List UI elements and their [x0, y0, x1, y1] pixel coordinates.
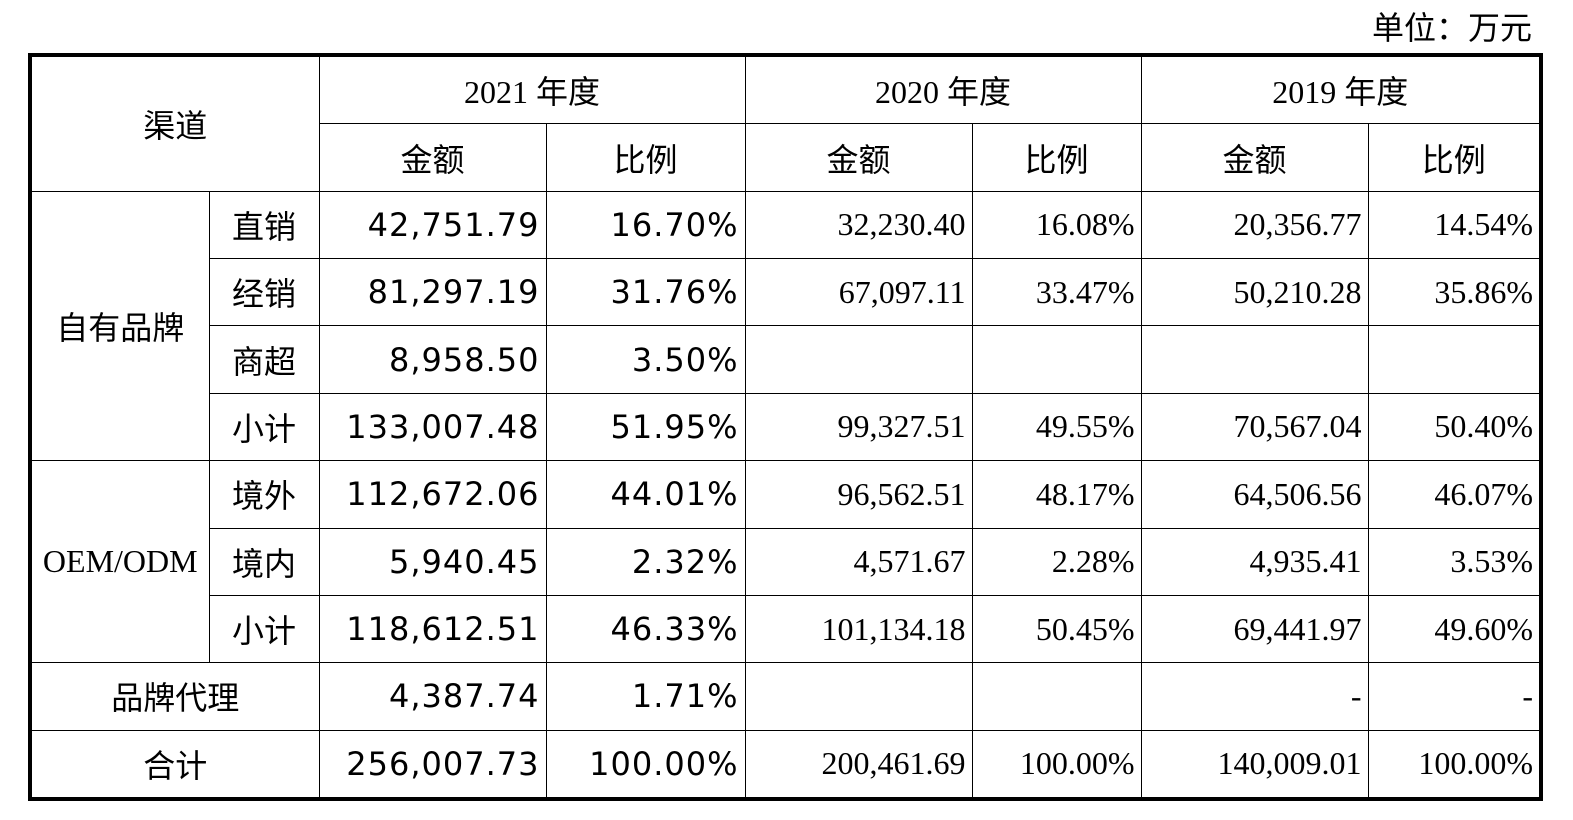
header-year-2019: 2019 年度	[1140, 54, 1542, 125]
cell-ratio-2021: 3.50%	[545, 325, 746, 394]
cell-amount-2019: 4,935.41	[1140, 527, 1369, 596]
cell-amount-2020	[744, 662, 973, 731]
cell-ratio-2021: 46.33%	[545, 594, 746, 664]
cell-ratio-2019: 50.40%	[1367, 392, 1542, 462]
cell-ratio-2020: 100.00%	[971, 729, 1142, 800]
cell-ratio-2019: 49.60%	[1367, 594, 1542, 664]
cell-amount-2020: 101,134.18	[744, 594, 973, 664]
cell-ratio-2019: 3.53%	[1367, 527, 1542, 596]
cell-amount-2021: 42,751.79	[318, 190, 547, 260]
row-sub-label: 小计	[208, 594, 320, 664]
cell-amount-2019: 20,356.77	[1140, 190, 1369, 260]
cell-amount-2021: 5,940.45	[318, 527, 547, 596]
cell-amount-2019: 70,567.04	[1140, 392, 1369, 462]
cell-ratio-2019	[1367, 325, 1542, 394]
cell-ratio-2019: 46.07%	[1367, 460, 1542, 529]
cell-amount-2020: 200,461.69	[744, 729, 973, 800]
table-row: 自有品牌 直销 42,751.79 16.70% 32,230.40 16.08…	[29, 190, 1542, 462]
row-sub-label: 经销	[208, 258, 320, 327]
cell-amount-2021: 256,007.73	[318, 729, 547, 800]
cell-ratio-2020: 50.45%	[971, 594, 1142, 664]
cell-ratio-2021: 31.76%	[545, 258, 746, 327]
cell-ratio-2020: 2.28%	[971, 527, 1142, 596]
cell-amount-2021: 118,612.51	[318, 594, 547, 664]
cell-ratio-2019: 14.54%	[1367, 190, 1542, 260]
table-row: 小计 133,007.48 51.95% 99,327.51 49.55% 70…	[30, 392, 1542, 462]
cell-amount-2021: 81,297.19	[318, 258, 547, 327]
header-year-2020: 2020 年度	[744, 54, 1142, 125]
cell-ratio-2021: 16.70%	[545, 190, 746, 260]
cell-amount-2021: 8,958.50	[318, 325, 547, 394]
cell-amount-2021: 133,007.48	[318, 392, 547, 462]
cell-amount-2019: 50,210.28	[1140, 258, 1369, 327]
header-amount-2020: 金额	[744, 123, 973, 192]
header-channel: 渠道	[29, 54, 320, 192]
cell-amount-2019: 140,009.01	[1140, 729, 1369, 800]
cell-ratio-2020: 48.17%	[971, 460, 1142, 529]
table-row: 商超 8,958.50 3.50%	[30, 325, 1542, 394]
table-row-total: 合计 256,007.73 100.00% 200,461.69 100.00%…	[29, 729, 1542, 800]
cell-amount-2020	[744, 325, 973, 394]
table-row: 境内 5,940.45 2.32% 4,571.67 2.28% 4,935.4…	[30, 527, 1542, 596]
header-year-2021: 2021 年度	[318, 54, 746, 125]
cell-amount-2020: 4,571.67	[744, 527, 973, 596]
group-brand-agency: 品牌代理	[29, 662, 320, 731]
header-ratio-2021: 比例	[545, 123, 746, 192]
row-sub-label: 境内	[208, 527, 320, 596]
cell-ratio-2020: 49.55%	[971, 392, 1142, 462]
row-sub-label: 小计	[208, 392, 320, 462]
table-row: OEM/ODM 境外 112,672.06 44.01% 96,562.51 4…	[29, 460, 1542, 664]
cell-amount-2020: 96,562.51	[744, 460, 973, 529]
cell-ratio-2020: 33.47%	[971, 258, 1142, 327]
cell-ratio-2021: 51.95%	[545, 392, 746, 462]
table-row: 经销 81,297.19 31.76% 67,097.11 33.47% 50,…	[30, 258, 1542, 327]
header-row-years: 渠道 2021 年度 2020 年度 2019 年度	[29, 54, 1542, 192]
cell-ratio-2021: 2.32%	[545, 527, 746, 596]
cell-amount-2021: 112,672.06	[318, 460, 547, 529]
row-sub-label: 境外	[208, 460, 320, 529]
row-sub-label: 商超	[208, 325, 320, 394]
cell-ratio-2020	[971, 325, 1142, 394]
header-amount-2021: 金额	[318, 123, 547, 192]
total-label: 合计	[29, 729, 320, 800]
cell-ratio-2020: 16.08%	[971, 190, 1142, 260]
cell-ratio-2019: -	[1367, 662, 1542, 731]
cell-ratio-2021: 100.00%	[545, 729, 746, 800]
cell-ratio-2021: 44.01%	[545, 460, 746, 529]
table-row: 小计 118,612.51 46.33% 101,134.18 50.45% 6…	[30, 594, 1542, 664]
unit-label: 单位：万元	[1371, 9, 1532, 47]
cell-ratio-2021: 1.71%	[545, 662, 746, 731]
cell-amount-2019: 64,506.56	[1140, 460, 1369, 529]
cell-ratio-2019: 35.86%	[1367, 258, 1542, 327]
channel-revenue-table: 渠道 2021 年度 2020 年度 2019 年度 金额 比例 金额 比例 金…	[28, 53, 1544, 801]
row-sub-label: 直销	[208, 190, 320, 260]
header-ratio-2020: 比例	[971, 123, 1142, 192]
group-oem-odm: OEM/ODM	[29, 460, 210, 664]
header-amount-2019: 金额	[1140, 123, 1369, 192]
cell-amount-2021: 4,387.74	[318, 662, 547, 731]
cell-amount-2020: 99,327.51	[744, 392, 973, 462]
cell-ratio-2020	[971, 662, 1142, 731]
cell-amount-2020: 67,097.11	[744, 258, 973, 327]
header-ratio-2019: 比例	[1367, 123, 1542, 192]
cell-amount-2019	[1140, 325, 1369, 394]
table-row: 品牌代理 4,387.74 1.71% - -	[29, 662, 1542, 731]
cell-amount-2020: 32,230.40	[744, 190, 973, 260]
cell-amount-2019: 69,441.97	[1140, 594, 1369, 664]
group-own-brand: 自有品牌	[29, 190, 210, 462]
cell-ratio-2019: 100.00%	[1367, 729, 1542, 800]
cell-amount-2019: -	[1140, 662, 1369, 731]
